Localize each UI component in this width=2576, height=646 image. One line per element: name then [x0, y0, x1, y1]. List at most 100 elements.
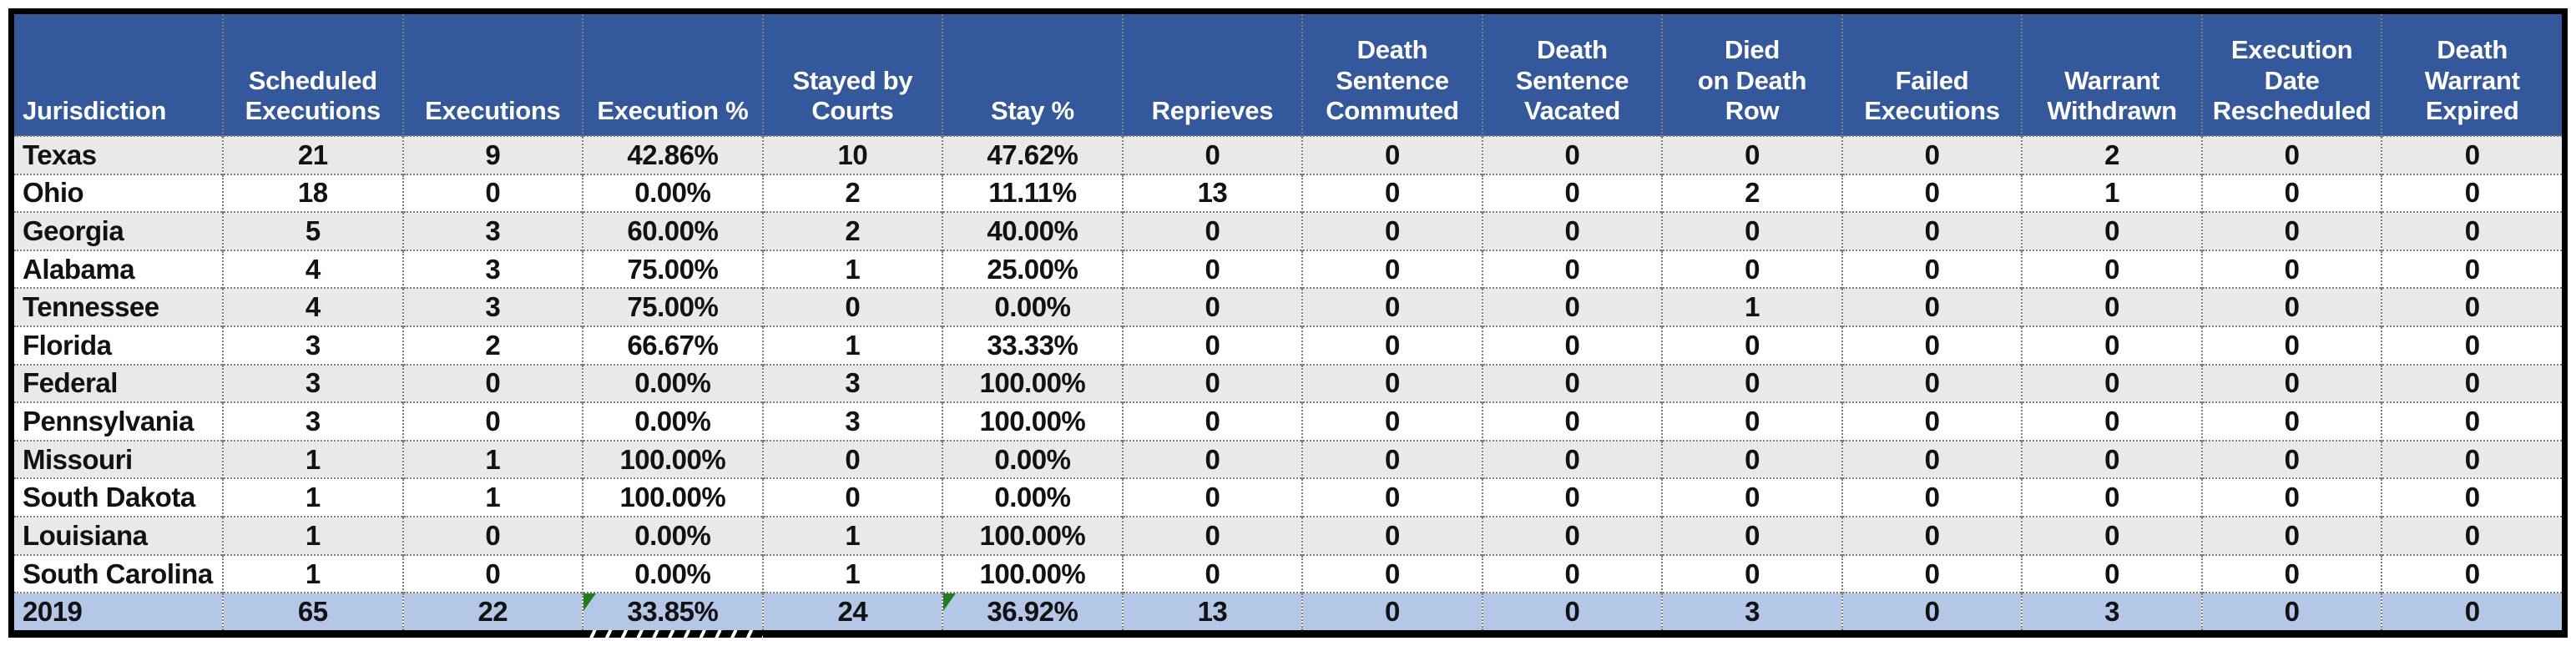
cell-death-sentence-vacated[interactable]: 0	[1481, 553, 1663, 593]
cell-stay-pct[interactable]: 40.00%	[942, 211, 1123, 250]
cell-died-on-death-row[interactable]: 0	[1661, 363, 1842, 403]
cell-died-on-death-row[interactable]: 0	[1661, 249, 1842, 289]
cell-death-sentence-vacated[interactable]: 0	[1481, 516, 1663, 555]
cell-death-sentence-commuted[interactable]: 0	[1301, 363, 1482, 403]
cell-reprieves[interactable]: 0	[1121, 211, 1303, 250]
cell-failed-executions[interactable]: 0	[1841, 287, 2023, 327]
cell-reprieves[interactable]: 0	[1121, 553, 1303, 593]
cell-death-sentence-vacated[interactable]: 0	[1481, 135, 1663, 174]
cell-death-sentence-commuted[interactable]: 0	[1301, 592, 1482, 630]
cell-death-sentence-commuted[interactable]: 0	[1301, 211, 1482, 250]
cell-executions[interactable]: 3	[402, 287, 583, 327]
cell-stay-pct[interactable]: 11.11%	[942, 173, 1123, 213]
cell-died-on-death-row[interactable]: 0	[1661, 135, 1842, 174]
jurisdiction-cell[interactable]: Tennessee	[14, 287, 223, 327]
cell-execution-date-rescheduled[interactable]: 0	[2200, 135, 2382, 174]
cell-warrant-withdrawn[interactable]: 0	[2021, 326, 2202, 365]
cell-scheduled-executions[interactable]: 4	[222, 287, 403, 327]
cell-death-sentence-commuted[interactable]: 0	[1301, 326, 1482, 365]
cell-executions[interactable]: 3	[402, 249, 583, 289]
cell-executions[interactable]: 0	[402, 173, 583, 213]
cell-stay-pct[interactable]: 100.00%	[942, 553, 1123, 593]
cell-reprieves[interactable]: 0	[1121, 287, 1303, 327]
cell-death-warrant-expired[interactable]: 0	[2381, 326, 2562, 365]
cell-death-sentence-commuted[interactable]: 0	[1301, 439, 1482, 479]
cell-death-sentence-vacated[interactable]: 0	[1481, 211, 1663, 250]
cell-execution-date-rescheduled[interactable]: 0	[2200, 477, 2382, 517]
cell-stay-pct[interactable]: 47.62%	[942, 135, 1123, 174]
cell-stayed-by-courts[interactable]: 3	[761, 363, 943, 403]
jurisdiction-cell[interactable]: Louisiana	[14, 516, 223, 555]
cell-stayed-by-courts[interactable]: 3	[761, 401, 943, 441]
cell-execution-pct[interactable]: 60.00%	[582, 211, 763, 250]
cell-failed-executions[interactable]: 0	[1841, 249, 2023, 289]
cell-failed-executions[interactable]: 0	[1841, 516, 2023, 555]
cell-execution-date-rescheduled[interactable]: 0	[2200, 592, 2382, 630]
cell-execution-date-rescheduled[interactable]: 0	[2200, 326, 2382, 365]
cell-execution-date-rescheduled[interactable]: 0	[2200, 173, 2382, 213]
jurisdiction-cell[interactable]: Florida	[14, 326, 223, 365]
cell-stay-pct[interactable]: 0.00%	[942, 439, 1123, 479]
cell-scheduled-executions[interactable]: 1	[222, 439, 403, 479]
cell-execution-pct[interactable]: 66.67%	[582, 326, 763, 365]
cell-scheduled-executions[interactable]: 1	[222, 553, 403, 593]
cell-scheduled-executions[interactable]: 1	[222, 477, 403, 517]
cell-warrant-withdrawn[interactable]: 0	[2021, 516, 2202, 555]
cell-died-on-death-row[interactable]: 3	[1661, 592, 1842, 630]
cell-execution-pct[interactable]: 0.00%	[582, 401, 763, 441]
cell-executions[interactable]: 0	[402, 553, 583, 593]
cell-stay-pct[interactable]: 100.00%	[942, 401, 1123, 441]
cell-warrant-withdrawn[interactable]: 0	[2021, 477, 2202, 517]
cell-warrant-withdrawn[interactable]: 0	[2021, 249, 2202, 289]
cell-execution-pct[interactable]: 100.00%	[582, 477, 763, 517]
cell-executions[interactable]: 1	[402, 477, 583, 517]
cell-death-sentence-vacated[interactable]: 0	[1481, 249, 1663, 289]
jurisdiction-cell[interactable]: Federal	[14, 363, 223, 403]
cell-execution-pct[interactable]: 33.85%	[582, 592, 763, 630]
cell-execution-pct[interactable]: 0.00%	[582, 173, 763, 213]
cell-failed-executions[interactable]: 0	[1841, 135, 2023, 174]
jurisdiction-cell[interactable]: Ohio	[14, 173, 223, 213]
cell-reprieves[interactable]: 0	[1121, 516, 1303, 555]
cell-failed-executions[interactable]: 0	[1841, 326, 2023, 365]
cell-execution-pct[interactable]: 0.00%	[582, 516, 763, 555]
cell-execution-pct[interactable]: 0.00%	[582, 553, 763, 593]
cell-warrant-withdrawn[interactable]: 2	[2021, 135, 2202, 174]
cell-failed-executions[interactable]: 0	[1841, 592, 2023, 630]
cell-death-sentence-vacated[interactable]: 0	[1481, 363, 1663, 403]
cell-execution-pct[interactable]: 42.86%	[582, 135, 763, 174]
cell-death-sentence-vacated[interactable]: 0	[1481, 477, 1663, 517]
cell-stay-pct[interactable]: 0.00%	[942, 287, 1123, 327]
cell-warrant-withdrawn[interactable]: 0	[2021, 287, 2202, 327]
cell-death-sentence-commuted[interactable]: 0	[1301, 287, 1482, 327]
cell-reprieves[interactable]: 13	[1121, 173, 1303, 213]
jurisdiction-cell[interactable]: Georgia	[14, 211, 223, 250]
cell-stay-pct[interactable]: 100.00%	[942, 363, 1123, 403]
column-header-death-sentence-vacated[interactable]: Death Sentence Vacated	[1481, 14, 1663, 136]
cell-death-sentence-commuted[interactable]: 0	[1301, 553, 1482, 593]
cell-death-warrant-expired[interactable]: 0	[2381, 477, 2562, 517]
cell-stay-pct[interactable]: 33.33%	[942, 326, 1123, 365]
cell-execution-date-rescheduled[interactable]: 0	[2200, 553, 2382, 593]
cell-stayed-by-courts[interactable]: 2	[761, 173, 943, 213]
cell-execution-pct[interactable]: 100.00%	[582, 439, 763, 479]
cell-death-warrant-expired[interactable]: 0	[2381, 173, 2562, 213]
cell-executions[interactable]: 0	[402, 516, 583, 555]
cell-death-warrant-expired[interactable]: 0	[2381, 439, 2562, 479]
cell-stay-pct[interactable]: 25.00%	[942, 249, 1123, 289]
cell-failed-executions[interactable]: 0	[1841, 553, 2023, 593]
cell-death-warrant-expired[interactable]: 0	[2381, 287, 2562, 327]
column-header-scheduled-executions[interactable]: Scheduled Executions	[222, 14, 403, 136]
cell-stayed-by-courts[interactable]: 0	[761, 439, 943, 479]
cell-stayed-by-courts[interactable]: 24	[761, 592, 943, 630]
cell-failed-executions[interactable]: 0	[1841, 211, 2023, 250]
column-header-reprieves[interactable]: Reprieves	[1121, 14, 1303, 136]
column-header-warrant-withdrawn[interactable]: Warrant Withdrawn	[2021, 14, 2202, 136]
cell-death-sentence-commuted[interactable]: 0	[1301, 135, 1482, 174]
cell-failed-executions[interactable]: 0	[1841, 439, 2023, 479]
cell-died-on-death-row[interactable]: 0	[1661, 326, 1842, 365]
cell-scheduled-executions[interactable]: 65	[222, 592, 403, 630]
cell-death-sentence-vacated[interactable]: 0	[1481, 326, 1663, 365]
cell-stayed-by-courts[interactable]: 1	[761, 516, 943, 555]
jurisdiction-cell[interactable]: Texas	[14, 135, 223, 174]
